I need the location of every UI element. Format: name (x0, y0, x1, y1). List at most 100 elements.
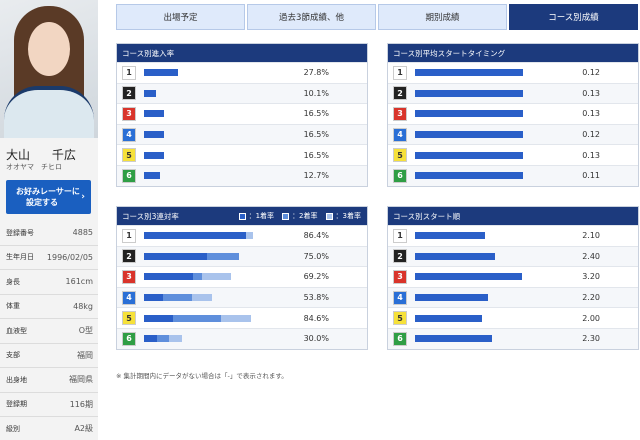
bar-track (415, 89, 541, 97)
bar-segment-3 (202, 273, 232, 281)
info-label: 出身地 (6, 375, 27, 384)
bar-segment-1 (144, 232, 247, 240)
bar-track (415, 314, 541, 322)
course-badge: 2 (122, 249, 136, 264)
course-badge: 6 (393, 331, 407, 346)
bar-track (415, 69, 541, 77)
course-badge: 3 (393, 106, 407, 121)
bar-segment-2 (156, 335, 170, 343)
bar-value: 0.13 (582, 88, 600, 98)
bar-value: 30.0% (303, 334, 329, 344)
bar-segment-3 (192, 294, 212, 302)
bar-segment-1 (144, 335, 157, 343)
given-name: 千広 (51, 148, 76, 162)
bar (144, 151, 165, 159)
tab-3[interactable]: 期別成績 (378, 4, 507, 30)
info-label: 支部 (6, 351, 20, 360)
bar-value: 0.12 (582, 130, 600, 140)
course-row: 6 2.30 (388, 327, 638, 349)
bar-value: 84.6% (303, 313, 329, 323)
bar-value: 75.0% (303, 251, 329, 261)
course-row: 5 84.6% (117, 307, 367, 328)
bar (144, 110, 165, 118)
info-value: 福岡県 (69, 375, 93, 385)
bar (415, 110, 523, 118)
legend-3rd: ：3着率 (325, 211, 361, 221)
bar-value: 10.1% (303, 88, 329, 98)
bar-track (415, 131, 541, 139)
legend-swatch-2nd (282, 212, 290, 220)
course-badge: 1 (393, 228, 407, 243)
panel-title: コース別3連対率 ：1着率 ：2着率 ：3着率 (117, 207, 367, 225)
tab-4[interactable]: コース別成績 (509, 4, 638, 30)
course-row: 5 16.5% (117, 144, 367, 165)
info-label: 身長 (6, 277, 20, 286)
panel-start-position: コース別スタート順 1 2.10 2 2.40 3 3.20 4 2.20 5 2.00 6 2.30 (387, 206, 639, 350)
info-label: 級別 (6, 424, 20, 433)
course-row: 6 30.0% (117, 327, 367, 349)
course-row: 1 27.8% (117, 62, 367, 83)
bar-segment-1 (144, 252, 207, 260)
bar-segment-3 (246, 232, 253, 240)
course-badge: 2 (393, 86, 407, 101)
course-badge: 3 (393, 269, 407, 284)
course-badge: 2 (393, 249, 407, 264)
info-row: 支部 福岡 (0, 344, 98, 368)
bar-value: 12.7% (303, 171, 329, 181)
bar (415, 335, 492, 343)
course-badge: 4 (393, 290, 407, 305)
course-row: 2 0.13 (388, 82, 638, 104)
bar-value: 2.20 (582, 293, 600, 303)
bar-track (144, 335, 270, 343)
racer-photo (0, 0, 98, 138)
info-value: 161cm (65, 277, 93, 287)
racer-info-list: 登録番号 4885 生年月日 1996/02/05 身長 161cm 体重 48kg 血液型 O型… (0, 221, 98, 440)
info-label: 体重 (6, 302, 20, 311)
course-row: 3 69.2% (117, 266, 367, 287)
panel-title-text: コース別3連対率 (122, 211, 179, 221)
bar (415, 172, 523, 180)
tab-1[interactable]: 出場予定 (116, 4, 245, 30)
panel-title: コース別スタート順 (388, 207, 638, 225)
info-value: 1996/02/05 (46, 252, 93, 262)
info-label: 血液型 (6, 326, 27, 335)
bar-track (144, 110, 270, 118)
course-badge: 5 (122, 311, 136, 326)
info-row: 級別 A2級 (0, 417, 98, 440)
course-badge: 6 (122, 331, 136, 346)
course-row: 2 75.0% (117, 245, 367, 267)
bar-value: 16.5% (303, 109, 329, 119)
course-badge: 5 (393, 311, 407, 326)
bar-track (415, 335, 541, 343)
info-row: 登録番号 4885 (0, 221, 98, 246)
bar-segment-2 (163, 294, 193, 302)
bar-track (144, 232, 270, 240)
bar-segment-2 (192, 273, 203, 281)
info-value: 福岡 (77, 350, 93, 360)
bar (144, 131, 165, 139)
tab-2[interactable]: 過去3節成績、他 (247, 4, 376, 30)
bar-value: 2.00 (582, 313, 600, 323)
course-badge: 1 (122, 228, 136, 243)
bar-segment-1 (144, 273, 193, 281)
bar-track (144, 172, 270, 180)
course-row: 4 53.8% (117, 286, 367, 308)
bar-value: 0.13 (582, 150, 600, 160)
bar (415, 294, 489, 302)
info-row: 身長 161cm (0, 270, 98, 295)
footnote: ※ 集計期間内にデータがない場合は「-」で表示されます。 (116, 372, 288, 380)
bar-track (415, 110, 541, 118)
info-value: O型 (78, 326, 93, 336)
course-row: 6 0.11 (388, 164, 638, 186)
favorite-racer-button[interactable]: お好みレーサーに 設定する › (6, 180, 91, 214)
bar-value: 0.13 (582, 109, 600, 119)
course-row: 1 0.12 (388, 62, 638, 83)
bar-segment-3 (221, 314, 251, 322)
bar-value: 0.12 (582, 68, 600, 78)
bar-value: 27.8% (303, 68, 329, 78)
legend-swatch-1st (238, 212, 246, 220)
family-name: 大山 (6, 148, 31, 162)
bar-track (144, 294, 270, 302)
info-value: 116期 (69, 399, 93, 409)
bar-segment-2 (172, 314, 222, 322)
